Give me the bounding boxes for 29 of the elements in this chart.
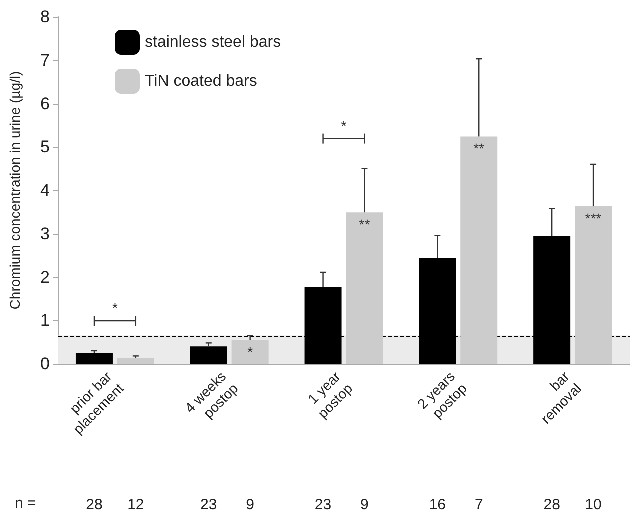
data-label: * xyxy=(248,344,254,360)
text: 7 xyxy=(474,496,484,514)
text: 23 xyxy=(200,496,218,514)
y-tick-label: 2 xyxy=(40,268,50,287)
data-label: *** xyxy=(585,210,602,227)
text: 28 xyxy=(86,496,103,514)
text: 12 xyxy=(128,496,144,514)
y-tick-label: 7 xyxy=(40,50,50,70)
text: 16 xyxy=(429,496,446,514)
data-label: ** xyxy=(359,216,371,233)
y-tick-label: 4 xyxy=(40,181,50,200)
y-tick-label: 1 xyxy=(40,311,50,330)
y-tick-label: 0 xyxy=(40,354,50,374)
legend-label: TiN coated bars xyxy=(145,73,258,90)
text: 9 xyxy=(360,496,369,514)
text: 23 xyxy=(314,496,332,514)
y-tick-label: 8 xyxy=(40,8,50,26)
text: 28 xyxy=(544,496,560,514)
text: 9 xyxy=(246,496,254,514)
annotation: * xyxy=(112,300,118,316)
y-tick-label: 5 xyxy=(40,138,50,157)
annotation: * xyxy=(341,118,348,134)
y-tick-label: 6 xyxy=(40,94,50,114)
legend-label: stainless steel bars xyxy=(145,34,282,51)
y-axis-title: Chromium concentration in urine (µg/l) xyxy=(7,71,23,310)
text: n = xyxy=(15,495,37,512)
y-tick-label: 3 xyxy=(40,224,50,244)
text: 10 xyxy=(585,496,602,514)
data-label: ** xyxy=(474,140,486,157)
